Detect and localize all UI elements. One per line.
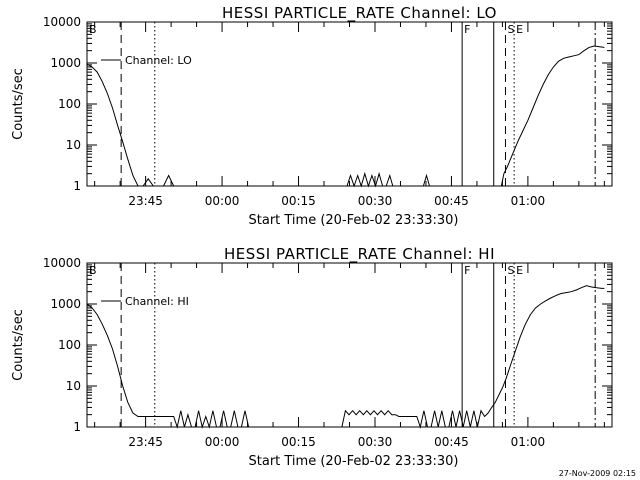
y-tick-label: 10: [66, 379, 81, 393]
y-tick-label: 100: [58, 338, 81, 352]
legend-label: Channel: LO: [125, 54, 192, 67]
x-tick-label: 23:45: [128, 194, 163, 208]
y-tick-label: 100: [58, 97, 81, 111]
plot-frame: [86, 262, 613, 428]
y-tick-label: 1: [73, 179, 81, 193]
x-tick-label: 00:30: [358, 435, 393, 449]
x-tick-label: 00:00: [205, 435, 240, 449]
y-tick-label: 1000: [50, 297, 81, 311]
footer-timestamp: 27-Nov-2009 02:15: [559, 469, 636, 478]
chart-title: HESSI PARTICLE_RATE Channel: HI: [224, 245, 495, 264]
y-tick-label: 10000: [43, 15, 81, 29]
x-tick-label: 00:30: [358, 194, 393, 208]
x-axis-label: Start Time (20-Feb-02 23:33:30): [249, 213, 459, 228]
y-tick-label: 10: [66, 138, 81, 152]
y-axis-label: Counts/sec: [11, 68, 26, 140]
x-tick-label: 01:00: [511, 194, 546, 208]
x-tick-label: 00:15: [281, 194, 316, 208]
x-tick-label: 00:45: [434, 194, 469, 208]
series-line: [86, 285, 605, 429]
chart-panel-1: HESSI PARTICLE_RATE Channel: LO 1 10 100 100…: [11, 4, 613, 228]
x-tick-label: 00:15: [281, 435, 316, 449]
event-marker-label: F: [464, 23, 470, 36]
plot-frame: [86, 21, 613, 187]
event-marker-label: B: [89, 23, 97, 36]
event-marker-label: F: [464, 264, 470, 277]
x-tick-label: 01:00: [511, 435, 546, 449]
x-axis-label: Start Time (20-Feb-02 23:33:30): [249, 454, 459, 469]
event-marker-label: E: [516, 23, 523, 36]
chart-title: HESSI PARTICLE_RATE Channel: LO: [222, 4, 497, 23]
event-marker-label: S: [507, 264, 514, 277]
x-tick-label: 23:45: [128, 435, 163, 449]
event-marker-label: E: [516, 264, 523, 277]
series-line: [86, 45, 605, 188]
x-tick-label: 00:00: [205, 194, 240, 208]
y-tick-label: 1: [73, 420, 81, 434]
event-marker-label: B: [89, 264, 97, 277]
x-tick-label: 00:45: [434, 435, 469, 449]
y-axis-label: Counts/sec: [11, 309, 26, 381]
y-tick-label: 1000: [50, 56, 81, 70]
chart-panel-2: HESSI PARTICLE_RATE Channel: HI 1 10 100 100…: [11, 245, 613, 469]
event-marker-label: S: [507, 23, 514, 36]
y-tick-label: 10000: [43, 256, 81, 270]
legend-label: Channel: HI: [125, 295, 189, 308]
